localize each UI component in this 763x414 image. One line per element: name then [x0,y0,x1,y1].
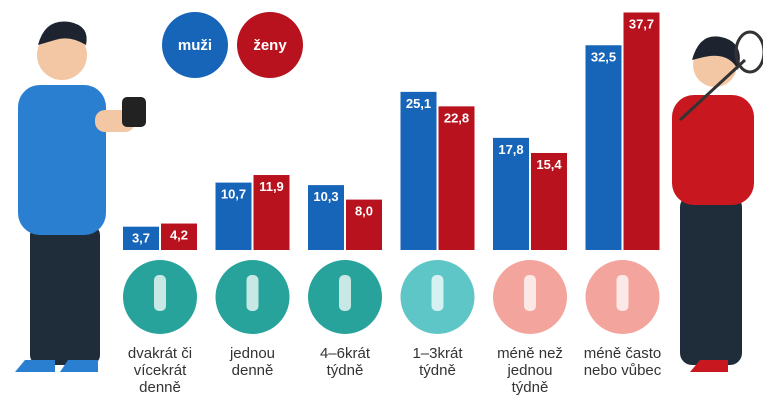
icon-figure [432,275,444,311]
value-label: 15,4 [536,157,562,172]
bar [401,92,437,250]
value-label: 37,7 [629,16,654,31]
x-tick-label: méně než jednou týdně [482,345,578,396]
value-label: 4,2 [170,228,188,243]
value-label: 3,7 [132,231,150,246]
x-tick-label: méně často nebo vůbec [575,345,671,379]
x-tick-label: jednou denně [205,345,301,379]
value-label: 25,1 [406,96,431,111]
icon-figure [247,275,259,311]
x-tick-label: dvakrát či vícekrát denně [112,345,208,396]
value-label: 10,3 [313,189,338,204]
x-tick-label: 4–6krát týdně [297,345,393,379]
bar [439,106,475,250]
x-tick-label: 1–3krát týdně [390,345,486,379]
woman-figure [672,32,763,372]
icon-figure [154,275,166,311]
value-label: 11,9 [259,179,284,194]
value-label: 17,8 [498,142,523,157]
bar [586,45,622,250]
value-label: 8,0 [355,204,373,219]
man-figure [15,21,146,372]
legend-label: ženy [253,37,287,54]
value-label: 10,7 [221,187,246,202]
chart: muži ženy 3,7 4,2 10,7 11,9 10,3 8,0 25,1 22,8 17,… [0,0,763,414]
value-label: 32,5 [591,49,616,64]
icon-figure [524,275,536,311]
icon-figure [617,275,629,311]
legend-label: muži [178,37,212,54]
value-label: 22,8 [444,110,469,125]
icon-figure [339,275,351,311]
bar [624,12,660,250]
